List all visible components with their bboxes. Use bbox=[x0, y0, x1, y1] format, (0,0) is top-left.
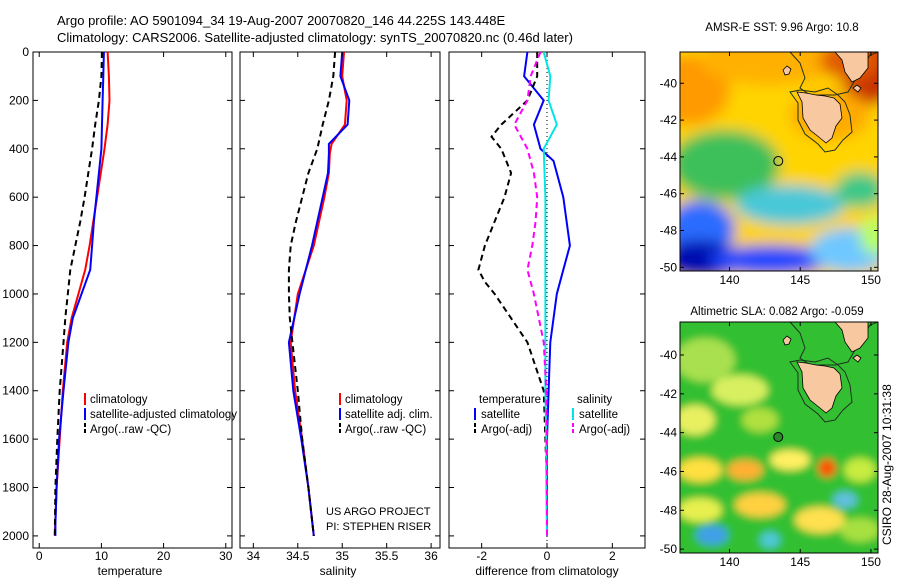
legend-label: climatology bbox=[90, 394, 148, 406]
temperature-ytick-label: 1400 bbox=[2, 384, 29, 398]
sla_map-ytick-label: -40 bbox=[660, 348, 678, 362]
temperature-ytick-label: 200 bbox=[9, 93, 29, 107]
temperature-ytick-label: 400 bbox=[9, 142, 29, 156]
temperature-ytick-label: 2000 bbox=[2, 529, 29, 543]
figure-title-line2: Climatology: CARS2006. Satellite-adjuste… bbox=[57, 30, 573, 45]
legend-label: temperature bbox=[479, 394, 541, 406]
sst_map-xtick-label: 145 bbox=[790, 273, 810, 287]
sst_map-ytick-label: -44 bbox=[660, 150, 678, 164]
salinity-xtick-label: 34 bbox=[247, 549, 261, 563]
sla_map-xtick-label: 140 bbox=[719, 555, 739, 569]
difference-xlabel: difference from climatology bbox=[475, 564, 618, 578]
sst_map-xtick-label: 150 bbox=[861, 273, 881, 287]
salinity-xtick-label: 35.5 bbox=[375, 549, 399, 563]
timestamp-side-text: CSIRO 28-Aug-2007 10:31:38 bbox=[880, 384, 894, 545]
salinity-series-2 bbox=[287, 52, 337, 537]
sla_map-ytick-label: -42 bbox=[660, 387, 678, 401]
project-note-line2: PI: STEPHEN RISER bbox=[326, 521, 431, 533]
sla_map-ytick-label: -46 bbox=[660, 464, 678, 478]
temperature-panel: 0 10 20 30 0 200 400 600 800 1000 1200 1400 1600 1800… bbox=[2, 45, 237, 578]
sst-map-title: AMSR-E SST: 9.96 Argo: 10.8 bbox=[705, 22, 858, 34]
salinity-series-1 bbox=[287, 52, 351, 537]
sst_map-ytick-label: -48 bbox=[660, 224, 678, 238]
legend-label: climatology bbox=[345, 394, 403, 406]
temperature-ytick-label: 800 bbox=[9, 239, 29, 253]
temperature-xtick-label: 30 bbox=[219, 549, 233, 563]
legend-label: Argo(-adj) bbox=[481, 424, 532, 436]
temperature-ytick-label: 1000 bbox=[2, 287, 29, 301]
sst_map-xtick-label: 140 bbox=[719, 273, 739, 287]
sla-map-panel: Altimetric SLA: 0.082 Argo: -0.059 bbox=[660, 306, 882, 569]
legend-label: satellite adj. clim. bbox=[345, 409, 433, 421]
temperature-xtick-label: 20 bbox=[157, 549, 171, 563]
sst_map-ytick-label: -42 bbox=[660, 113, 678, 127]
temperature-ytick-label: 1200 bbox=[2, 335, 29, 349]
salinity-axes bbox=[239, 51, 441, 549]
temperature-ytick-label: 0 bbox=[22, 45, 29, 59]
salinity-series-0 bbox=[289, 52, 348, 537]
sst_map-ytick-label: -46 bbox=[660, 187, 678, 201]
sla-argo-position-marker bbox=[773, 432, 784, 443]
temperature-ytick-label: 600 bbox=[9, 190, 29, 204]
sla_map-xtick-label: 150 bbox=[861, 555, 881, 569]
figure-title-line1: Argo profile: AO 5901094_34 19-Aug-2007 … bbox=[57, 13, 506, 28]
temperature-xtick-label: 0 bbox=[36, 549, 43, 563]
legend-label: Argo(..raw -QC) bbox=[345, 424, 426, 436]
sla_map-ytick-label: -44 bbox=[660, 426, 678, 440]
salinity-xtick-label: 34.5 bbox=[286, 549, 310, 563]
sla_map-ytick-label: -50 bbox=[660, 542, 678, 556]
temperature-axes bbox=[32, 51, 233, 549]
difference-panel: -2 0 2 difference from climatology tempera… bbox=[448, 51, 646, 578]
difference-series-3 bbox=[513, 52, 548, 536]
legend-label: satellite bbox=[481, 409, 520, 421]
sst-argo-position-marker bbox=[773, 156, 784, 167]
legend-label: Argo(-adj) bbox=[579, 424, 630, 436]
temperature-series-2 bbox=[53, 52, 103, 536]
legend-label: salinity bbox=[577, 394, 612, 406]
temperature-series-1 bbox=[54, 52, 105, 536]
legend-label: Argo(..raw -QC) bbox=[90, 424, 171, 436]
project-note-line1: US ARGO PROJECT bbox=[326, 506, 431, 518]
sla-map-title: Altimetric SLA: 0.082 Argo: -0.059 bbox=[690, 306, 863, 318]
legend-label: satellite bbox=[579, 409, 618, 421]
salinity-xtick-label: 35 bbox=[336, 549, 350, 563]
difference-xtick-label: -2 bbox=[476, 549, 487, 563]
temperature-ytick-label: 1600 bbox=[2, 432, 29, 446]
difference-xtick-label: 2 bbox=[609, 549, 616, 563]
salinity-panel: 34 34.5 35 35.5 36 salinity climatology satel… bbox=[239, 51, 441, 578]
salinity-xlabel: salinity bbox=[320, 564, 357, 578]
sst-heatmap bbox=[680, 52, 878, 271]
sst-map-panel: AMSR-E SST: 9.96 Argo: 10.8 bbox=[660, 22, 882, 287]
sst_map-ytick-label: -50 bbox=[660, 260, 678, 274]
temperature-xtick-label: 10 bbox=[95, 549, 109, 563]
sst-map-axes bbox=[679, 51, 879, 272]
legend-label: satellite-adjusted climatology bbox=[90, 409, 237, 421]
salinity-xtick-label: 36 bbox=[424, 549, 438, 563]
difference-series-0 bbox=[523, 52, 571, 536]
difference-series-1 bbox=[477, 52, 548, 536]
sst_map-ytick-label: -40 bbox=[660, 76, 678, 90]
sla-map-axes bbox=[679, 321, 879, 554]
temperature-ytick-label: 1800 bbox=[2, 481, 29, 495]
sla_map-ytick-label: -48 bbox=[660, 503, 678, 517]
difference-xtick-label: 0 bbox=[544, 549, 551, 563]
temperature-xlabel: temperature bbox=[98, 564, 163, 578]
sla_map-xtick-label: 145 bbox=[790, 555, 810, 569]
